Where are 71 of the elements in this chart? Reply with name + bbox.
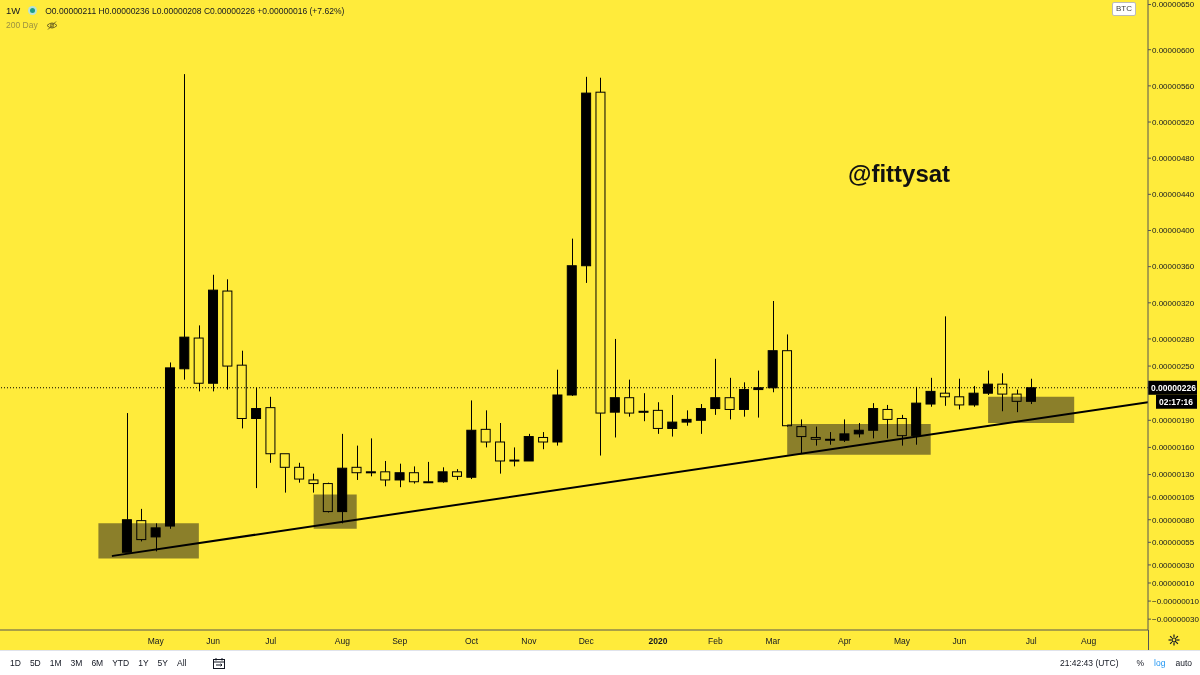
x-tick-label: Aug — [334, 636, 351, 647]
y-tick-label: 0.00000190 — [1152, 416, 1195, 426]
text: 1M — [49, 658, 62, 668]
y-tick-label: 0.00000280 — [1152, 334, 1195, 344]
text: 1D — [10, 658, 21, 668]
text: 21:42:43 (UTC) — [1059, 658, 1119, 668]
candlestick — [724, 377, 735, 420]
text: 5D — [29, 658, 41, 668]
y-tick-label: 0.00000055 — [1152, 538, 1195, 548]
x-tick-label: 2020 — [648, 636, 668, 647]
y-axis-title: BTC — [1112, 2, 1136, 16]
candlestick — [265, 396, 276, 464]
y-tick-label: 0.00000650 — [1152, 0, 1195, 10]
y-tick-label: 0.00000160 — [1152, 443, 1195, 453]
candlestick — [179, 73, 190, 381]
x-tick-label: Jul — [265, 636, 277, 647]
y-tick-label: 0.00000400 — [1152, 226, 1195, 236]
text: YTD — [112, 658, 130, 668]
candlestick — [581, 76, 592, 284]
text: 6M — [91, 658, 104, 668]
text: auto — [1175, 658, 1192, 668]
text: 3M — [70, 658, 83, 668]
y-tick-label: 0.00000320 — [1152, 298, 1195, 308]
x-tick-label: Feb — [708, 636, 724, 647]
x-tick-label: Sep — [392, 636, 408, 647]
text: 1Y — [138, 658, 149, 668]
text: 5Y — [157, 658, 168, 668]
text: log — [1154, 658, 1166, 668]
candlestick — [495, 422, 506, 475]
text: All — [177, 658, 187, 668]
x-tick-label: Jun — [206, 636, 221, 647]
ref-line-label: 0.00000226 — [1151, 382, 1197, 393]
x-tick-label: Jun — [952, 636, 967, 647]
candlestick — [796, 418, 807, 455]
y-tick-label: 0.00000080 — [1152, 515, 1195, 525]
x-tick-label: Oct — [464, 636, 479, 647]
candlestick — [337, 433, 348, 524]
candlestick — [810, 426, 821, 447]
text: % — [1136, 658, 1145, 668]
text: O0.00000211 H0.00000236 L0.00000208 C0.00000226 +0.00000016 (+7.62%) — [45, 5, 345, 16]
y-tick-label: 0.00000440 — [1152, 190, 1195, 200]
x-tick-label: Aug — [1080, 636, 1097, 647]
y-tick-label: 0.00000560 — [1152, 81, 1195, 91]
y-tick-label: 0.00000480 — [1152, 154, 1195, 164]
x-tick-label: Nov — [521, 636, 538, 647]
x-tick-label: May — [147, 636, 165, 647]
y-tick-label: 0.00000105 — [1152, 492, 1195, 502]
candlestick — [667, 394, 678, 438]
x-tick-label: Mar — [765, 636, 781, 647]
candlestick — [351, 445, 362, 481]
candlestick — [652, 401, 663, 435]
y-tick-label: −0.00000010 — [1152, 596, 1200, 606]
x-tick-label: Apr — [837, 636, 852, 647]
y-tick-label: 0.00000010 — [1152, 578, 1195, 588]
y-tick-label: 0.00000360 — [1152, 262, 1195, 272]
y-tick-label: 0.00000250 — [1152, 361, 1195, 371]
text: 02:17:16 — [1159, 396, 1194, 407]
x-tick-label: May — [893, 636, 911, 647]
y-tick-label: 0.00000520 — [1152, 117, 1195, 127]
annotation: @fittysat — [848, 160, 951, 188]
candlestick — [710, 358, 721, 416]
candlestick — [408, 465, 419, 485]
text: 1W — [6, 5, 21, 16]
x-tick-label: Dec — [578, 636, 595, 647]
y-tick-label: 0.00000030 — [1152, 560, 1195, 570]
y-tick-label: −0.00000030 — [1152, 614, 1200, 624]
y-tick-label: 0.00000600 — [1152, 45, 1195, 55]
y-tick-label: 0.00000130 — [1152, 470, 1195, 480]
annotation: 200 Day — [6, 20, 38, 30]
x-tick-label: Jul — [1025, 636, 1037, 647]
candlestick — [997, 372, 1008, 412]
